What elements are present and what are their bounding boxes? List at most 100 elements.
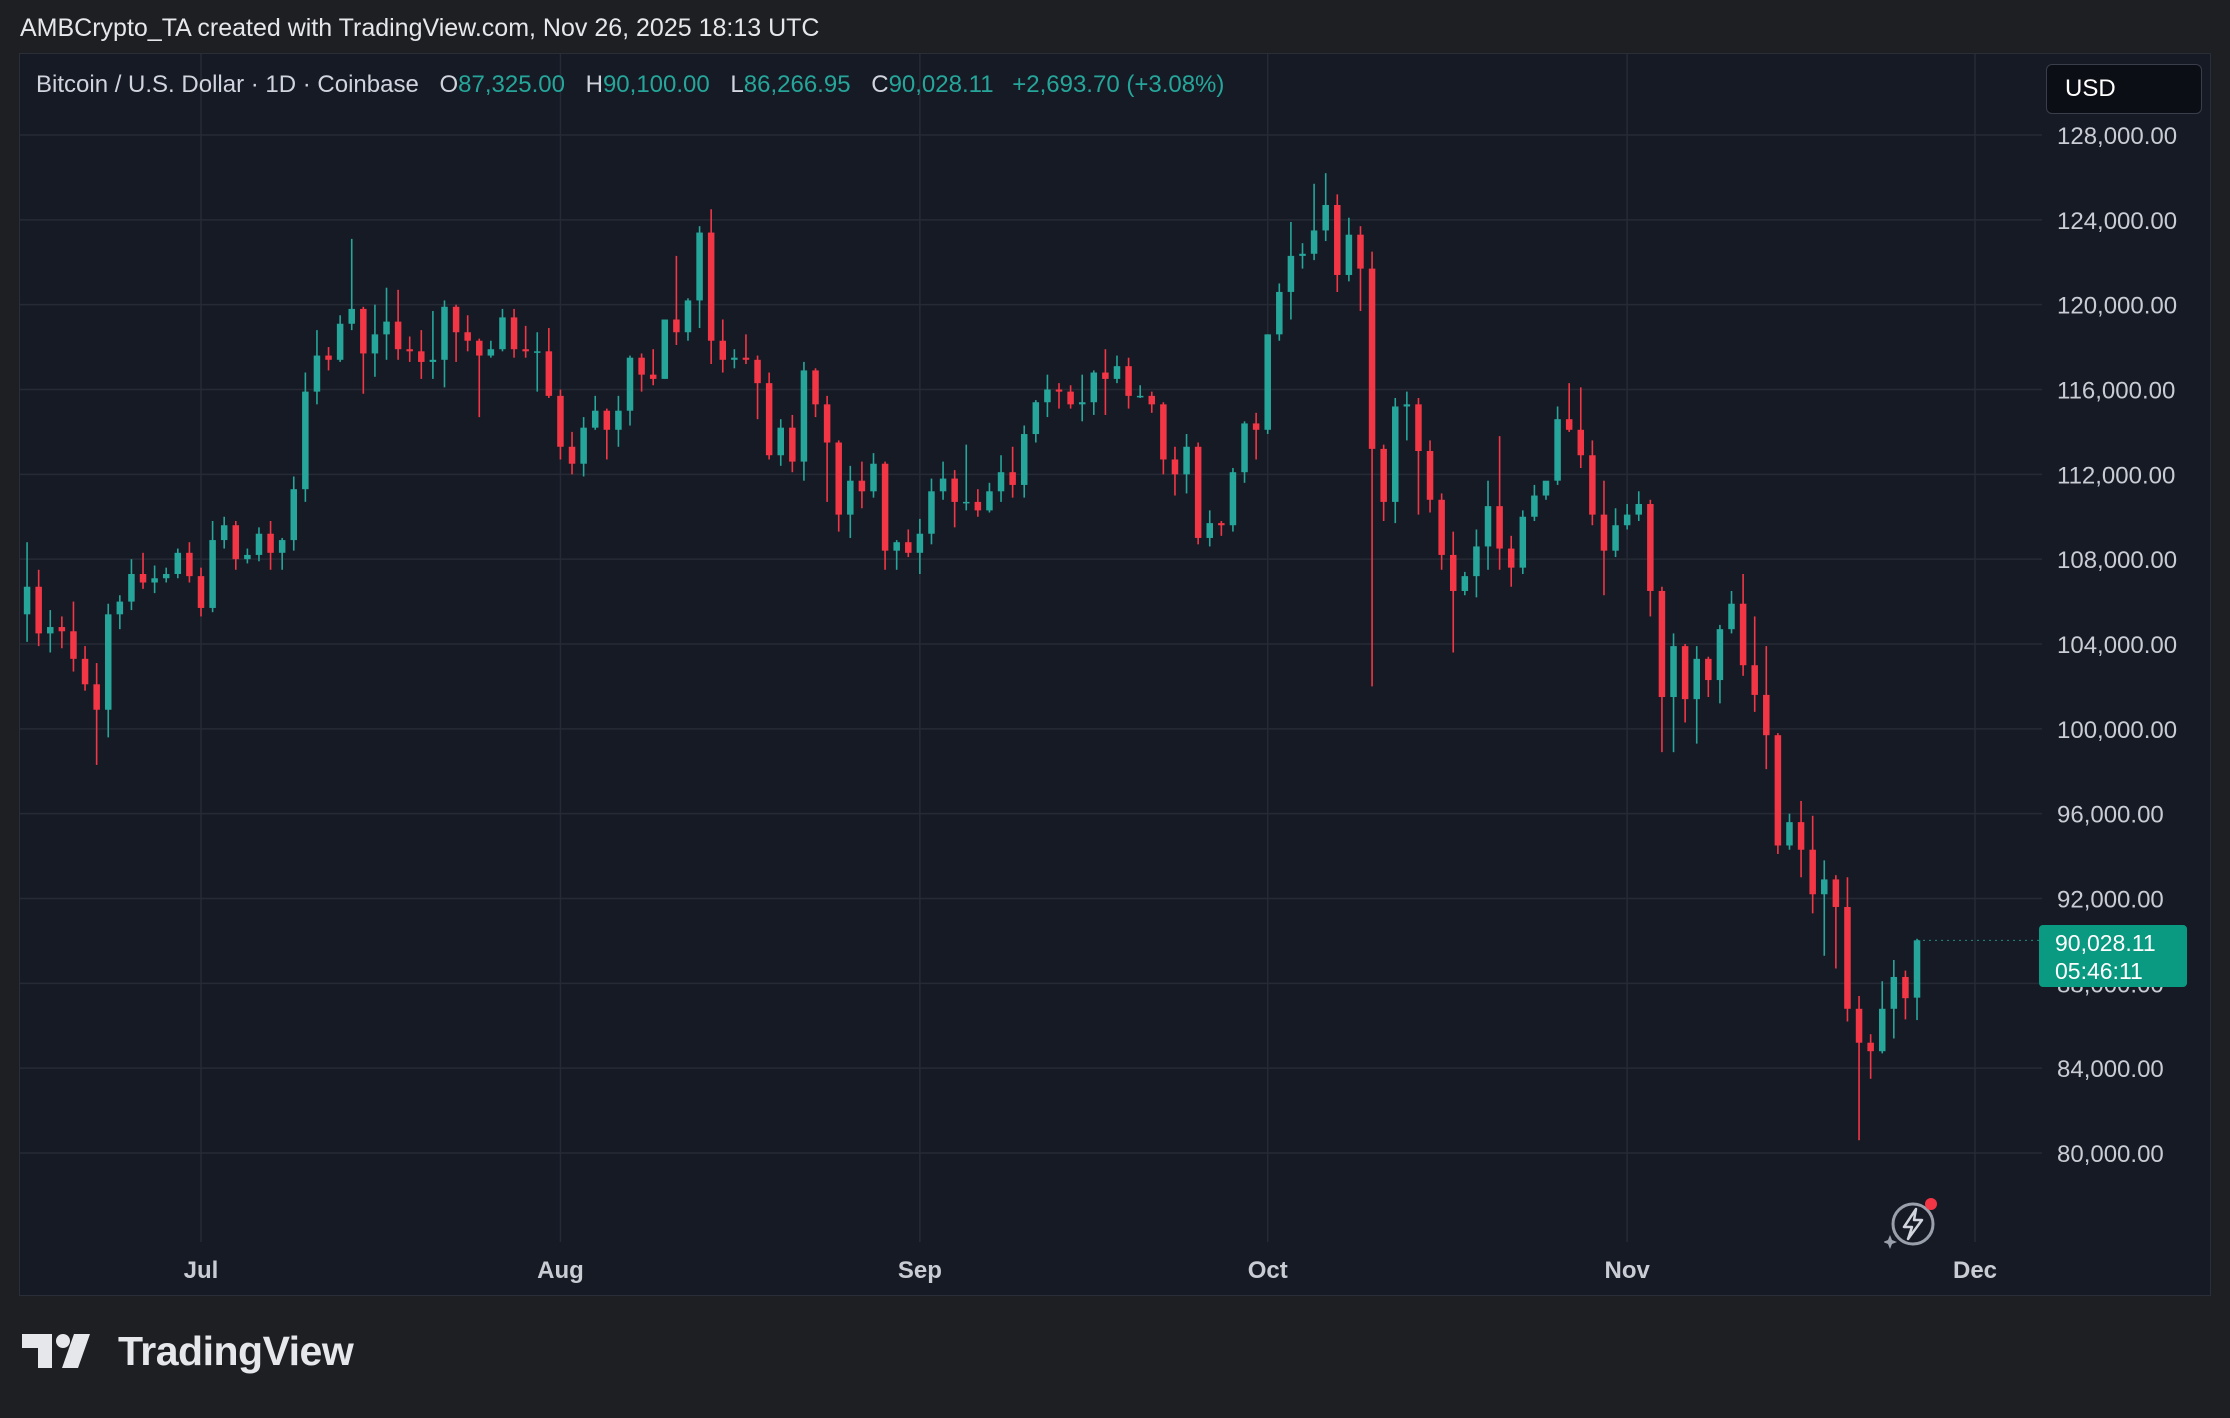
candle: [1241, 421, 1248, 483]
candle: [162, 567, 170, 583]
candle: [1763, 646, 1770, 770]
candle: [742, 334, 750, 365]
candle-body: [916, 533, 924, 553]
candle-body: [1484, 506, 1492, 547]
candle: [290, 476, 298, 551]
candle-body: [754, 359, 761, 384]
candle-body: [255, 533, 263, 555]
candle: [1067, 385, 1074, 409]
candle-body: [1403, 404, 1411, 407]
candle: [406, 336, 413, 362]
candle: [232, 520, 240, 570]
candle: [1415, 397, 1422, 515]
candle: [1902, 970, 1909, 1020]
candle: [1310, 183, 1318, 261]
candle: [325, 347, 332, 371]
candle-body: [1218, 523, 1225, 526]
candle-body: [1090, 372, 1098, 403]
price-chart[interactable]: 128,000.00 124,000.00 120,000.00 116,000.00…: [20, 54, 2212, 1297]
candle: [1519, 510, 1527, 575]
candle-body: [1635, 504, 1643, 515]
candle: [1032, 400, 1040, 443]
candle: [939, 461, 947, 500]
x-tick-label: Nov: [1604, 1257, 1650, 1284]
candle-body: [545, 351, 553, 396]
candle-body: [116, 601, 124, 615]
candle-body: [35, 586, 42, 634]
candle: [1484, 480, 1492, 570]
candle: [858, 461, 866, 509]
candle-body: [1113, 366, 1121, 379]
candle: [1461, 571, 1469, 596]
tradingview-brand[interactable]: TradingView: [22, 1328, 354, 1375]
candle-body: [580, 427, 587, 464]
candle-body: [104, 614, 112, 710]
y-tick-label: 116,000.00: [2057, 378, 2175, 405]
lightning-alert-icon[interactable]: [1884, 1195, 1942, 1253]
candle: [1044, 374, 1051, 418]
candle: [186, 542, 193, 583]
candle: [812, 368, 819, 418]
candle: [1809, 815, 1816, 914]
symbol-label[interactable]: Bitcoin / U.S. Dollar · 1D · Coinbase: [36, 71, 419, 98]
candle: [1438, 493, 1445, 570]
candle: [1090, 370, 1098, 415]
chart-attribution: AMBCrypto_TA created with TradingView.co…: [20, 14, 820, 42]
candle: [615, 395, 622, 447]
candle: [1832, 875, 1840, 969]
candle-body: [452, 306, 460, 333]
candle: [313, 330, 321, 405]
candle: [1276, 283, 1283, 341]
candle: [1496, 436, 1503, 570]
candle: [1009, 446, 1016, 498]
candle-body: [1600, 514, 1608, 551]
candle-body: [232, 525, 240, 560]
candle-body: [905, 542, 912, 553]
candle-body: [70, 631, 77, 659]
currency-button[interactable]: USD: [2046, 64, 2202, 114]
candle-body: [765, 383, 773, 456]
candle-body: [939, 478, 947, 492]
low-value: 86,266.95: [743, 71, 851, 98]
candle: [1612, 508, 1619, 558]
candle: [1554, 406, 1561, 485]
candle: [591, 395, 599, 430]
candle: [1403, 391, 1411, 441]
candle: [1334, 194, 1341, 292]
candle: [487, 340, 495, 358]
candle-body: [348, 308, 355, 324]
candle: [557, 389, 564, 460]
candle-body: [1623, 514, 1631, 526]
candle: [1252, 412, 1260, 460]
candles: [23, 173, 2042, 1141]
candle-body: [1194, 446, 1202, 538]
candle-body: [1380, 448, 1387, 502]
candle: [1589, 440, 1596, 526]
candle-body: [1334, 204, 1341, 275]
candle-body: [1565, 419, 1573, 430]
candle-body: [441, 306, 448, 360]
candle-body: [1786, 822, 1793, 846]
candle-body: [1252, 423, 1260, 430]
candle-body: [1612, 525, 1619, 551]
candle: [93, 663, 100, 765]
candle: [197, 567, 205, 617]
candle: [1229, 467, 1237, 532]
candle-body: [151, 578, 158, 583]
candle-body: [128, 574, 135, 602]
candle: [603, 408, 611, 460]
candle-body: [696, 232, 703, 301]
candle-body: [371, 334, 379, 354]
candle-body: [1345, 234, 1353, 275]
candle-body: [1241, 423, 1248, 473]
candle: [1890, 960, 1898, 1039]
candle-body: [603, 410, 611, 430]
candle: [823, 395, 831, 502]
candle: [1647, 499, 1654, 617]
candle-body: [684, 300, 692, 333]
candle-body: [568, 446, 576, 464]
chart-panel[interactable]: 128,000.00 124,000.00 120,000.00 116,000.00…: [19, 53, 2211, 1296]
candle: [673, 255, 680, 345]
candle: [1693, 646, 1700, 744]
candle-body: [626, 357, 634, 411]
